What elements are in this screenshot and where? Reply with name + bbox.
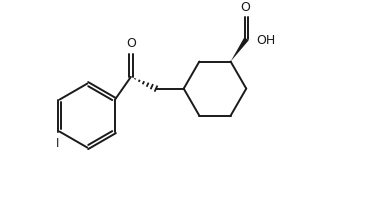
Polygon shape: [231, 37, 249, 62]
Text: I: I: [56, 137, 60, 150]
Text: O: O: [126, 37, 136, 50]
Text: OH: OH: [256, 34, 276, 47]
Text: O: O: [240, 1, 250, 14]
